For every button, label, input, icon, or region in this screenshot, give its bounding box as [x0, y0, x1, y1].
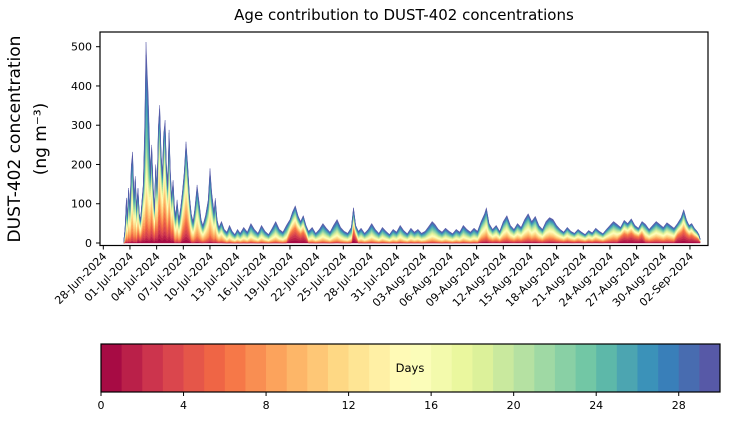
colorbar-segment-6	[224, 344, 246, 392]
colorbar-tick-label: 0	[98, 399, 105, 412]
y-tick-label: 400	[71, 80, 92, 93]
y-tick-label: 300	[71, 119, 92, 132]
colorbar-segment-8	[266, 344, 288, 392]
colorbar-segment-7	[245, 344, 267, 392]
y-tick-label: 100	[71, 198, 92, 211]
colorbar-segment-17	[451, 344, 473, 392]
colorbar-label: Days	[396, 361, 425, 375]
colorbar-segment-1	[121, 344, 143, 392]
colorbar-segment-0	[101, 344, 122, 392]
colorbar-tick-label: 12	[342, 399, 356, 412]
colorbar-tick-label: 28	[672, 399, 686, 412]
colorbar-segment-26	[637, 344, 659, 392]
colorbar-segment-22	[554, 344, 576, 392]
colorbar-segment-13	[369, 344, 391, 392]
colorbar-outline	[100, 343, 721, 393]
colorbar-segment-23	[575, 344, 597, 392]
colorbar-segment-4	[183, 344, 205, 392]
y-tick-label: 500	[71, 41, 92, 54]
colorbar-tick-label: 8	[263, 399, 270, 412]
colorbar-tick-label: 24	[589, 399, 603, 412]
colorbar-segment-5	[204, 344, 226, 392]
colorbar-segment-19	[493, 344, 515, 392]
colorbar-segment-29	[699, 344, 721, 392]
colorbar-segment-24	[596, 344, 618, 392]
colorbar-segment-2	[142, 344, 164, 392]
colorbar-tick-label: 4	[180, 399, 187, 412]
colorbar-segment-28	[678, 344, 700, 392]
colorbar-segment-9	[286, 344, 308, 392]
y-axis-label-line2: (ng m⁻³)	[31, 103, 51, 176]
colorbar-tick-label: 16	[424, 399, 438, 412]
colorbar-segment-11	[327, 344, 349, 392]
stacked-area-series	[123, 41, 701, 244]
colorbar-segment-16	[431, 344, 453, 392]
y-axis: 0 100 200 300 400 500	[71, 41, 100, 250]
colorbar-segment-21	[534, 344, 556, 392]
chart-title: Age contribution to DUST-402 concentrati…	[234, 6, 574, 24]
y-tick-label: 200	[71, 158, 92, 171]
plot-border	[99, 31, 709, 247]
colorbar-segment-27	[658, 344, 680, 392]
age-layer-29	[123, 41, 701, 243]
colorbar-segment-12	[348, 344, 370, 392]
colorbar-segment-18	[472, 344, 494, 392]
colorbar-segment-20	[513, 344, 535, 392]
colorbar-segment-10	[307, 344, 329, 392]
y-tick-label: 0	[85, 237, 92, 250]
colorbar-segment-15	[410, 344, 432, 392]
colorbar-tick-label: 20	[507, 399, 521, 412]
colorbar-segment-3	[162, 344, 184, 392]
y-axis-label-line1: DUST-402 concentration	[5, 36, 25, 243]
colorbar-segment-25	[616, 344, 638, 392]
colorbar-segment-14	[389, 344, 411, 392]
x-axis: 28-Jun-202401-Jul-202404-Jul-202407-Jul-…	[52, 245, 696, 309]
colorbar: 0 4 8 12 16 20 24 28	[98, 343, 721, 412]
